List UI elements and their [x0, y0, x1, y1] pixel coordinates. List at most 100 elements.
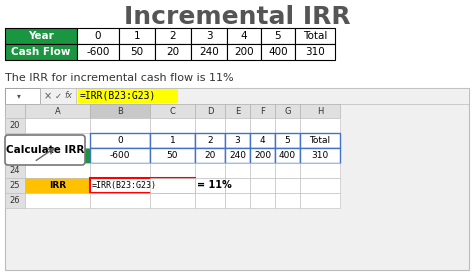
FancyBboxPatch shape: [225, 133, 250, 148]
FancyBboxPatch shape: [5, 88, 40, 104]
FancyBboxPatch shape: [25, 148, 90, 163]
Text: 2: 2: [170, 31, 176, 41]
Text: 4: 4: [260, 136, 265, 145]
Text: 50: 50: [167, 151, 178, 160]
FancyBboxPatch shape: [150, 193, 195, 208]
Text: ▾: ▾: [17, 91, 21, 100]
FancyBboxPatch shape: [5, 118, 25, 133]
FancyBboxPatch shape: [195, 118, 225, 133]
FancyBboxPatch shape: [5, 133, 25, 148]
FancyBboxPatch shape: [225, 118, 250, 133]
FancyBboxPatch shape: [275, 118, 300, 133]
FancyBboxPatch shape: [250, 104, 275, 118]
FancyBboxPatch shape: [250, 163, 275, 178]
FancyBboxPatch shape: [5, 193, 25, 208]
Text: -600: -600: [86, 47, 109, 57]
FancyBboxPatch shape: [119, 44, 155, 60]
FancyBboxPatch shape: [150, 163, 195, 178]
FancyBboxPatch shape: [300, 178, 340, 193]
FancyBboxPatch shape: [195, 163, 225, 178]
FancyBboxPatch shape: [90, 148, 150, 163]
Text: G: G: [284, 107, 291, 116]
FancyBboxPatch shape: [5, 104, 25, 118]
FancyBboxPatch shape: [90, 178, 195, 193]
FancyBboxPatch shape: [25, 163, 90, 178]
FancyBboxPatch shape: [119, 28, 155, 44]
FancyBboxPatch shape: [77, 28, 119, 44]
Text: 25: 25: [10, 181, 20, 190]
FancyBboxPatch shape: [250, 193, 275, 208]
Text: 310: 310: [305, 47, 325, 57]
FancyBboxPatch shape: [150, 104, 195, 118]
Text: 3: 3: [235, 136, 240, 145]
Text: 2: 2: [207, 136, 213, 145]
FancyBboxPatch shape: [25, 104, 90, 118]
FancyBboxPatch shape: [5, 178, 25, 193]
FancyBboxPatch shape: [300, 148, 340, 163]
FancyBboxPatch shape: [90, 104, 150, 118]
Text: 5: 5: [275, 31, 281, 41]
FancyBboxPatch shape: [250, 148, 275, 163]
Text: H: H: [317, 107, 323, 116]
Text: 0: 0: [95, 31, 101, 41]
Text: 23: 23: [9, 151, 20, 160]
Text: 310: 310: [311, 151, 328, 160]
FancyBboxPatch shape: [195, 193, 225, 208]
FancyBboxPatch shape: [225, 193, 250, 208]
Text: 5: 5: [284, 136, 291, 145]
Text: Total: Total: [303, 31, 327, 41]
FancyBboxPatch shape: [195, 148, 225, 163]
FancyBboxPatch shape: [5, 88, 469, 270]
Text: 0: 0: [117, 136, 123, 145]
FancyBboxPatch shape: [225, 104, 250, 118]
FancyBboxPatch shape: [150, 178, 195, 193]
Text: 1: 1: [170, 136, 175, 145]
Text: =IRR(B23:G23): =IRR(B23:G23): [92, 181, 157, 190]
Text: 200: 200: [254, 151, 271, 160]
Text: = 11%: = 11%: [197, 181, 232, 190]
FancyBboxPatch shape: [195, 104, 225, 118]
FancyBboxPatch shape: [5, 148, 25, 163]
FancyBboxPatch shape: [25, 193, 90, 208]
Text: 3: 3: [206, 31, 212, 41]
Text: E: E: [235, 107, 240, 116]
Text: 1: 1: [134, 31, 140, 41]
FancyBboxPatch shape: [5, 44, 77, 60]
FancyBboxPatch shape: [295, 44, 335, 60]
FancyBboxPatch shape: [150, 133, 195, 148]
Text: 400: 400: [268, 47, 288, 57]
FancyBboxPatch shape: [5, 135, 85, 165]
FancyBboxPatch shape: [275, 104, 300, 118]
Text: 20: 20: [166, 47, 180, 57]
Text: 4: 4: [241, 31, 247, 41]
Text: ✓: ✓: [55, 91, 62, 100]
FancyBboxPatch shape: [261, 44, 295, 60]
Text: Calculate IRR: Calculate IRR: [6, 145, 84, 155]
FancyBboxPatch shape: [25, 133, 90, 148]
FancyBboxPatch shape: [25, 118, 90, 133]
FancyBboxPatch shape: [5, 28, 77, 44]
FancyBboxPatch shape: [227, 44, 261, 60]
Text: D: D: [207, 107, 213, 116]
FancyBboxPatch shape: [300, 163, 340, 178]
FancyBboxPatch shape: [195, 178, 225, 193]
FancyBboxPatch shape: [150, 118, 195, 133]
Text: The IRR for incremental cash flow is 11%: The IRR for incremental cash flow is 11%: [5, 73, 234, 83]
Text: Cash Flow: Cash Flow: [34, 151, 82, 160]
FancyBboxPatch shape: [227, 28, 261, 44]
Text: IRR: IRR: [49, 181, 66, 190]
FancyBboxPatch shape: [90, 163, 150, 178]
FancyBboxPatch shape: [90, 133, 150, 148]
Text: Cash Flow: Cash Flow: [11, 47, 71, 57]
FancyBboxPatch shape: [191, 44, 227, 60]
FancyBboxPatch shape: [90, 193, 150, 208]
FancyBboxPatch shape: [191, 28, 227, 44]
FancyBboxPatch shape: [195, 133, 225, 148]
FancyBboxPatch shape: [250, 118, 275, 133]
FancyBboxPatch shape: [300, 104, 340, 118]
Text: fx: fx: [64, 91, 72, 100]
FancyBboxPatch shape: [300, 118, 340, 133]
FancyBboxPatch shape: [225, 178, 250, 193]
Text: 240: 240: [229, 151, 246, 160]
FancyBboxPatch shape: [295, 28, 335, 44]
